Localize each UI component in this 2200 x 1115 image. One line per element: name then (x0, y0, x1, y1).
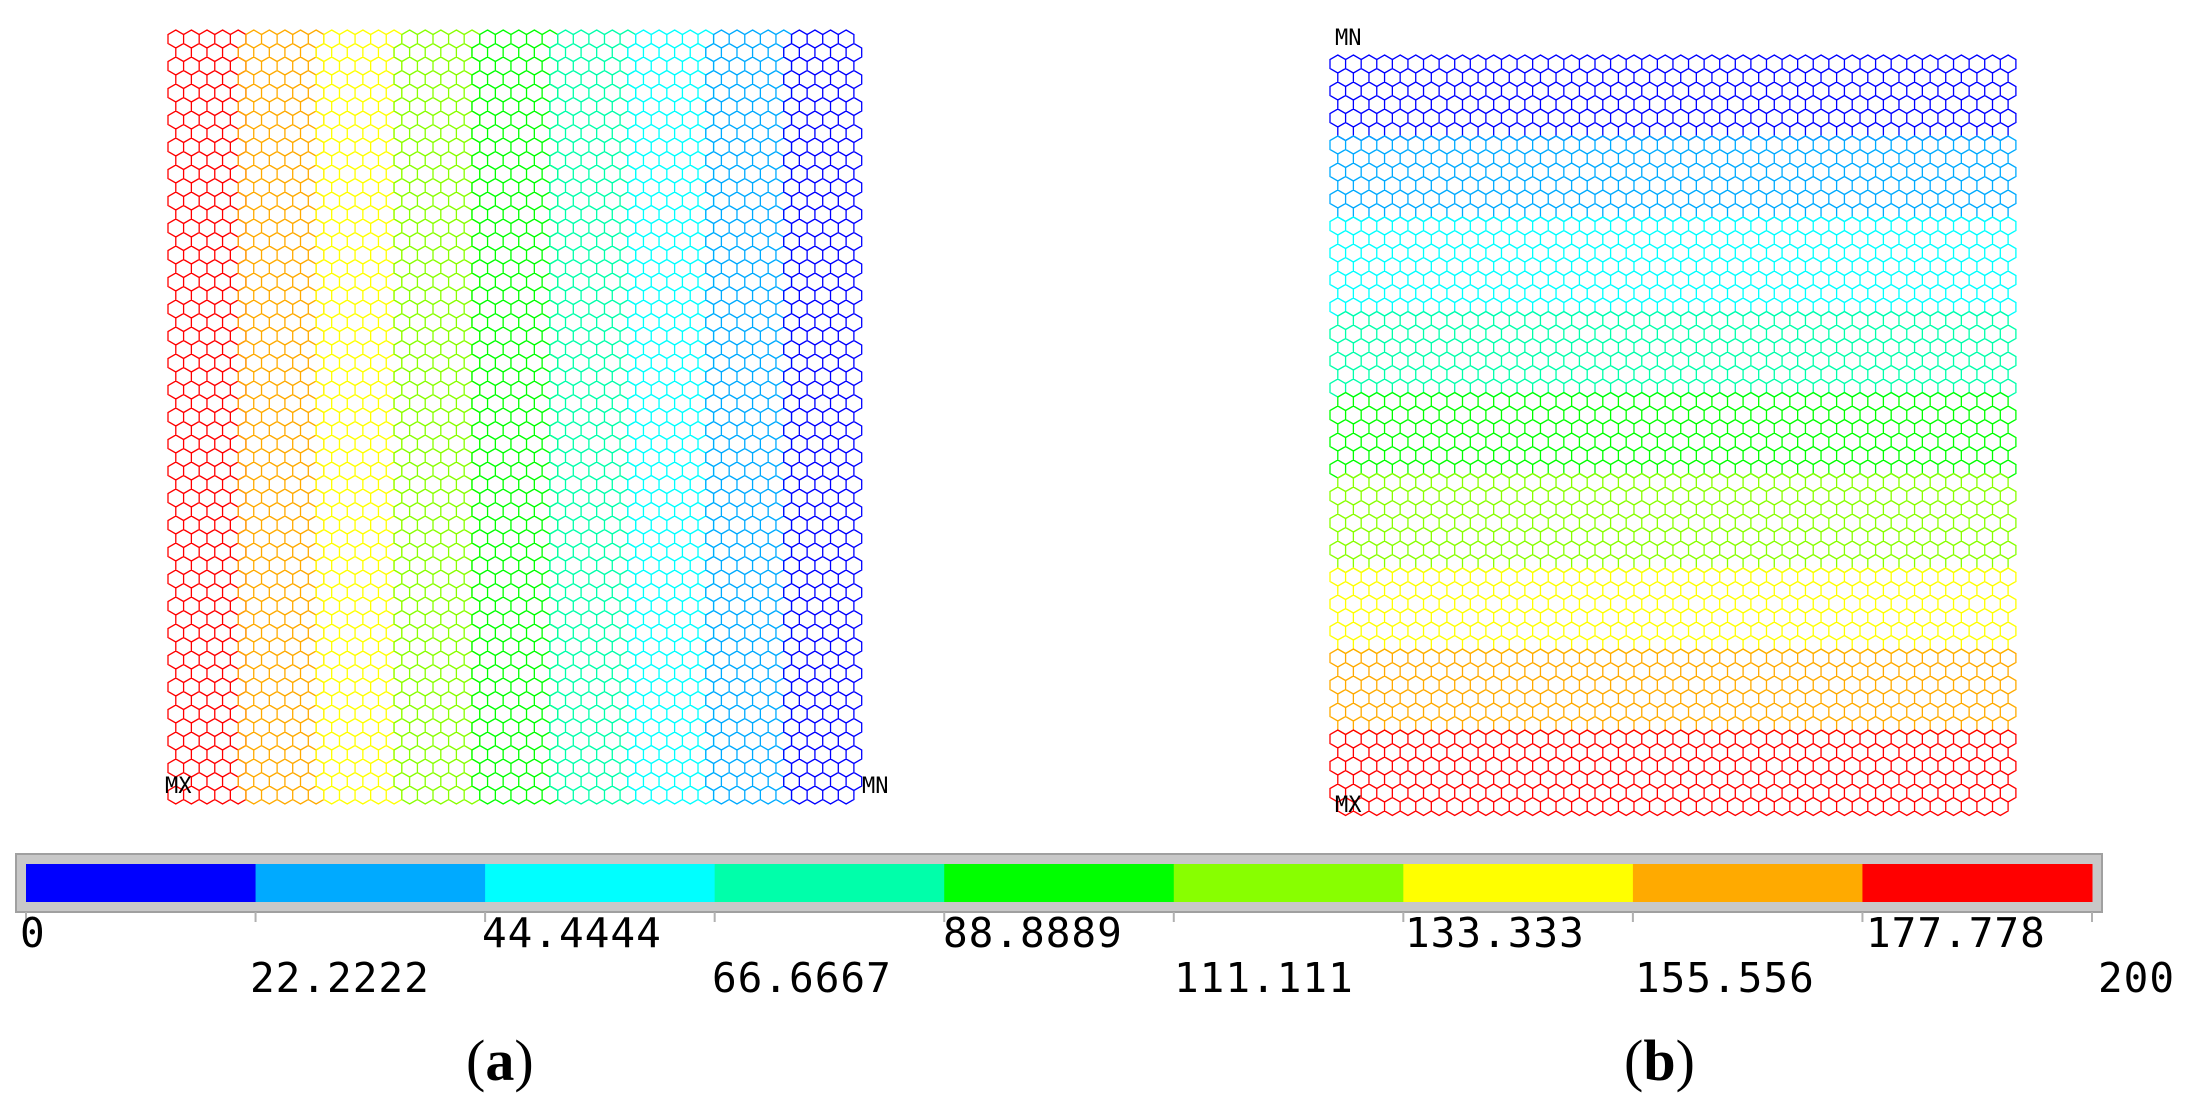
panel-a-min-marker: MN (862, 774, 889, 799)
mesh-band-7 (1329, 567, 2017, 655)
mesh-band-3 (315, 29, 403, 805)
mesh-band-6 (1329, 472, 2017, 574)
legend-swatch-2 (255, 864, 486, 902)
panel-b-label: (b) (1624, 1032, 1695, 1090)
legend-swatch-6 (1173, 864, 1404, 902)
legend-tick-0: 0 (20, 909, 46, 957)
mesh-band-7 (627, 29, 715, 805)
legend-tick-177: 177.778 (1866, 909, 2046, 957)
panel-a-max-marker: MX (165, 774, 192, 799)
mesh-band-1 (167, 29, 247, 805)
legend-tick-111: 111.111 (1174, 954, 1354, 1002)
legend-tick-133: 133.333 (1405, 909, 1585, 957)
mesh-band-8 (705, 29, 793, 805)
color-legend-bar (15, 853, 2103, 922)
mesh-band-5 (471, 29, 559, 805)
panel-a-label-open: ( (466, 1028, 486, 1093)
legend-tick-22: 22.2222 (250, 954, 430, 1002)
mesh-band-4 (393, 29, 481, 805)
panel-b-label-open: ( (1624, 1028, 1644, 1093)
mesh-band-5 (1329, 391, 2017, 479)
panel-a-label: (a) (466, 1032, 534, 1090)
mesh-band-2 (237, 29, 325, 805)
legend-tick-66: 66.6667 (712, 954, 892, 1002)
panel-b-label-letter: b (1643, 1028, 1676, 1093)
legend-tick-155: 155.556 (1635, 954, 1815, 1002)
legend-swatch-8 (1632, 864, 1863, 902)
panel-b-min-marker: MN (1335, 26, 1362, 51)
panel-a-label-letter: a (485, 1028, 515, 1093)
legend-swatch-7 (1403, 864, 1634, 902)
legend-swatch-5 (944, 864, 1175, 902)
mesh-panel-a (167, 29, 863, 805)
mesh-band-9 (1329, 729, 2017, 817)
mesh-band-2 (1329, 135, 2017, 223)
mesh-band-8 (1329, 648, 2017, 736)
legend-swatch-3 (485, 864, 716, 902)
legend-swatch-4 (714, 864, 945, 902)
mesh-band-1 (1329, 54, 2017, 142)
mesh-panel-b (1329, 54, 2017, 817)
mesh-band-9 (783, 29, 863, 805)
panel-b-label-close: ) (1675, 1028, 1695, 1093)
legend-swatch-9 (1862, 864, 2093, 902)
legend-tick-88: 88.8889 (943, 909, 1123, 957)
mesh-band-3 (1329, 216, 2017, 317)
panel-a-label-close: ) (514, 1028, 534, 1093)
mesh-band-4 (1329, 310, 2017, 398)
legend-tick-44: 44.4444 (482, 909, 662, 957)
legend-swatch-1 (26, 864, 257, 902)
panel-b-max-marker: MX (1335, 793, 1362, 818)
mesh-band-6 (549, 29, 637, 805)
legend-tick-200: 200 (2098, 954, 2176, 1002)
